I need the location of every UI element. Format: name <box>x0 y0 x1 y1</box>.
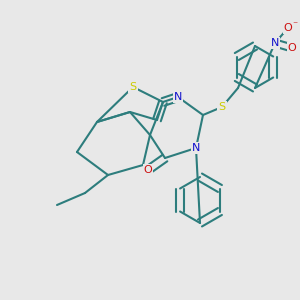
Text: S: S <box>129 82 137 92</box>
Text: N: N <box>271 38 279 48</box>
Text: S: S <box>218 102 226 112</box>
Text: N: N <box>174 92 182 102</box>
Text: ⁻: ⁻ <box>292 20 298 30</box>
Text: O: O <box>288 43 296 53</box>
Text: N: N <box>192 143 200 153</box>
Text: O: O <box>144 165 152 175</box>
Text: O: O <box>284 23 292 33</box>
